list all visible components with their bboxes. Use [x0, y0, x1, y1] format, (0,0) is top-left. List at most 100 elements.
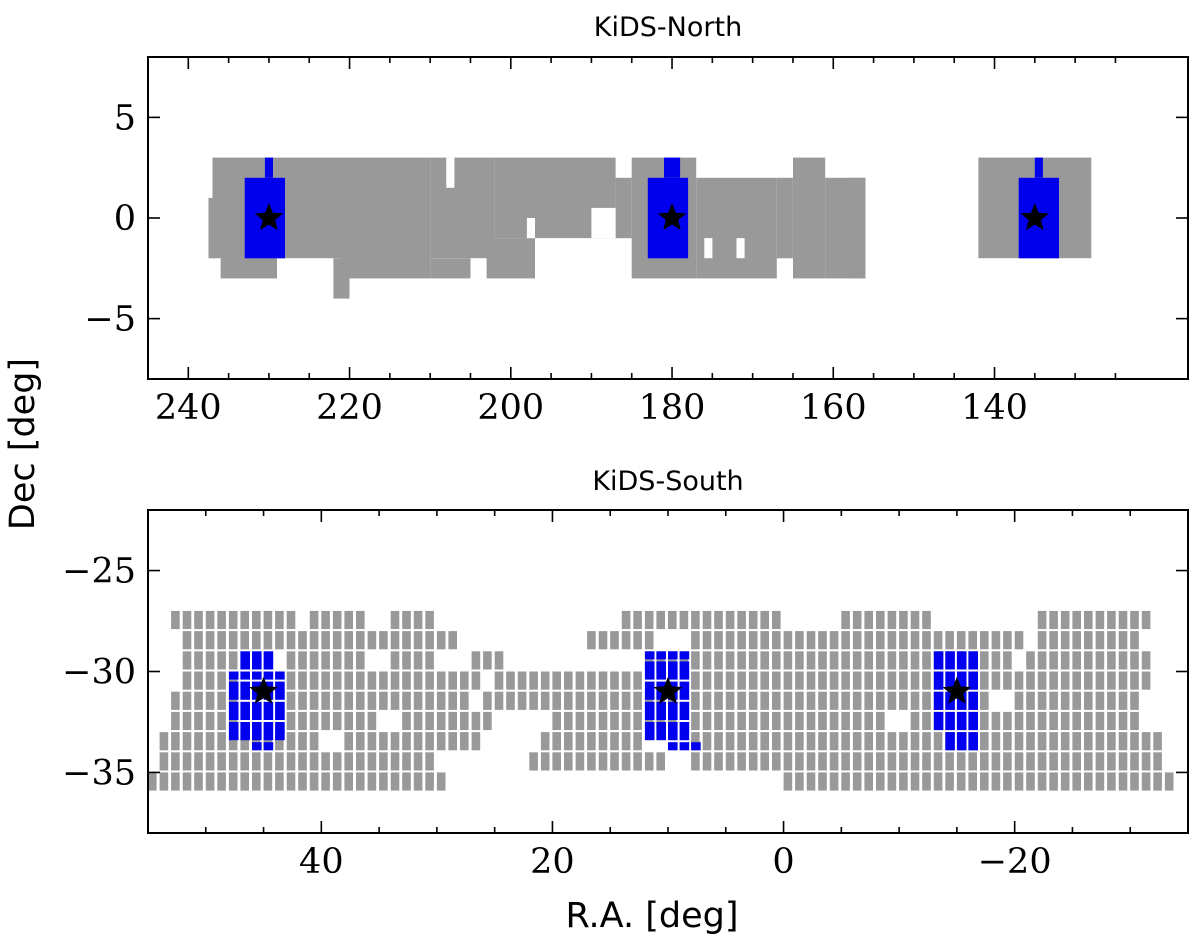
survey-tile: [1095, 691, 1105, 710]
survey-tile: [194, 732, 203, 751]
survey-tile: [760, 610, 769, 630]
survey-tile: [1130, 772, 1139, 791]
survey-tile: [194, 772, 203, 791]
survey-tile: [841, 752, 850, 771]
survey-tile: [344, 752, 353, 771]
survey-tile: [1107, 772, 1116, 791]
survey-tile: [887, 671, 897, 690]
coverage-gap: [704, 238, 713, 259]
survey-tile: [332, 772, 342, 791]
survey-tile: [1060, 732, 1070, 751]
survey-tile: [228, 711, 238, 731]
survey-tile: [702, 752, 712, 771]
survey-tile: [205, 671, 215, 690]
survey-tile: [621, 752, 631, 771]
survey-tile: [1049, 752, 1058, 771]
survey-tile: [922, 631, 931, 650]
survey-tile: [783, 691, 793, 710]
highlight-tile: [933, 691, 944, 710]
highlight-tile: [968, 651, 978, 670]
survey-tile: [841, 691, 850, 710]
survey-tile: [564, 732, 573, 751]
survey-tile: [298, 671, 307, 690]
highlight-tile: [1034, 157, 1043, 178]
survey-tile: [1118, 732, 1128, 751]
survey-tile: [182, 671, 192, 690]
survey-tile: [1141, 651, 1151, 670]
survey-tile: [286, 651, 296, 670]
survey-tile: [1049, 610, 1058, 630]
survey-tile: [425, 691, 434, 710]
survey-tile: [841, 711, 850, 731]
survey-tile: [564, 671, 573, 690]
survey-tile: [425, 711, 434, 731]
survey-tile: [1026, 752, 1035, 771]
survey-tile: [171, 732, 180, 751]
survey-tile: [1060, 772, 1070, 791]
survey-tile: [980, 772, 989, 791]
survey-tile: [1026, 711, 1035, 731]
survey-tile: [309, 651, 319, 670]
survey-tile: [228, 772, 238, 791]
survey-tile: [737, 631, 746, 650]
survey-tile: [849, 177, 866, 279]
survey-tile: [772, 610, 781, 630]
survey-tile: [760, 671, 769, 690]
survey-tile: [275, 732, 284, 751]
survey-tile: [471, 671, 481, 690]
survey-tile: [818, 752, 827, 771]
survey-tile: [598, 631, 608, 650]
survey-tile: [240, 610, 249, 630]
survey-tile: [725, 610, 735, 630]
survey-tile: [737, 752, 746, 771]
survey-tile: [529, 691, 538, 710]
survey-tile: [194, 651, 203, 670]
survey-tile: [182, 752, 192, 771]
survey-tile: [1118, 631, 1128, 650]
survey-tile: [425, 651, 434, 670]
x-tick-label: 0: [772, 842, 794, 882]
survey-tile: [864, 631, 873, 650]
survey-tile: [876, 671, 885, 690]
x-tick-label: 160: [800, 388, 867, 428]
survey-tile: [922, 711, 931, 731]
survey-tile: [748, 671, 758, 690]
coverage-gap: [526, 218, 535, 239]
survey-tile: [575, 691, 585, 710]
survey-tile: [1037, 691, 1047, 710]
survey-tile: [1118, 651, 1128, 670]
survey-tile: [194, 691, 203, 710]
survey-tile: [413, 711, 423, 731]
survey-tile: [217, 711, 226, 731]
x-axis-label: R.A. [deg]: [565, 896, 738, 936]
survey-tile: [402, 732, 411, 751]
survey-tile: [587, 691, 596, 710]
survey-tile: [1072, 651, 1081, 670]
survey-tile: [1141, 772, 1151, 791]
survey-tile: [829, 732, 839, 751]
survey-tile: [633, 691, 642, 710]
survey-tile: [194, 671, 203, 690]
survey-tile: [598, 752, 608, 771]
highlight-tile: [275, 671, 285, 680]
survey-tile: [910, 610, 920, 630]
survey-tile: [852, 671, 862, 690]
survey-tile: [876, 732, 885, 751]
survey-tile: [841, 732, 850, 751]
survey-tile: [321, 671, 330, 690]
survey-tile: [633, 631, 642, 650]
highlight-tile: [968, 732, 978, 751]
survey-tile: [956, 631, 966, 650]
survey-tile: [333, 258, 350, 299]
survey-tile: [448, 671, 457, 690]
survey-tile: [332, 631, 342, 650]
survey-tile: [702, 610, 712, 630]
survey-tile: [691, 752, 700, 771]
survey-tile: [852, 651, 862, 670]
survey-tile: [1037, 610, 1047, 630]
survey-tile: [945, 772, 954, 791]
survey-tile: [783, 732, 793, 751]
survey-tile: [1141, 671, 1151, 690]
star-marker: [1020, 203, 1050, 231]
